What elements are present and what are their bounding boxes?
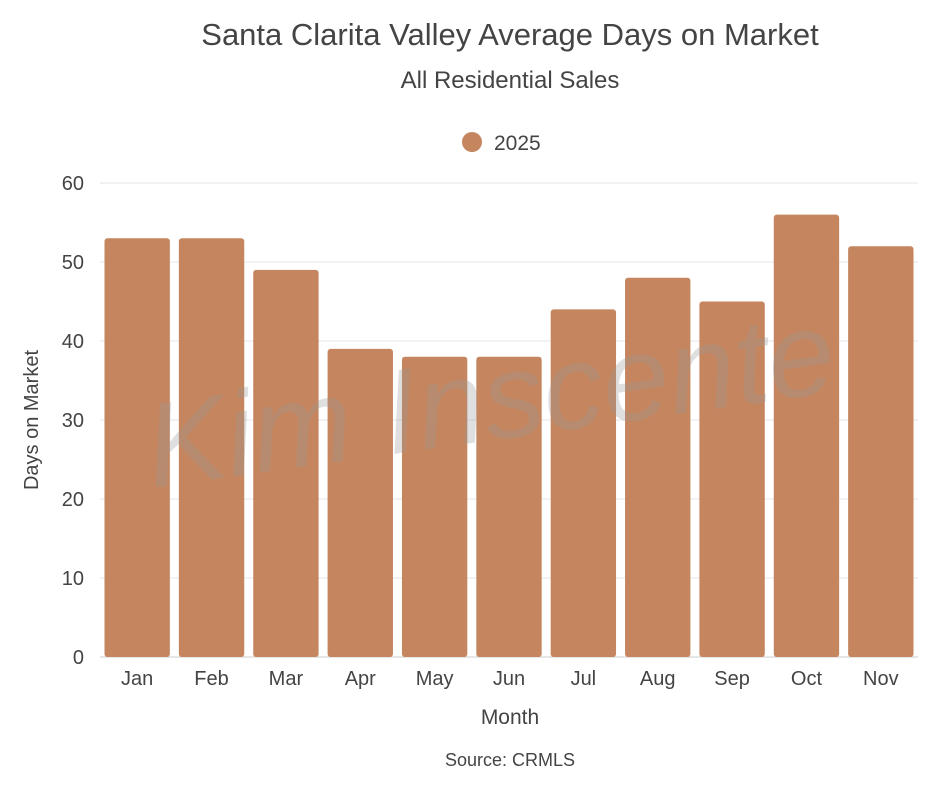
x-tick-label: Jun <box>493 668 525 690</box>
bar-feb[interactable] <box>178 238 245 658</box>
bar-mar[interactable] <box>253 269 319 657</box>
x-tick-label: Sep <box>714 668 750 690</box>
bar-oct[interactable] <box>773 214 840 657</box>
bar-jan[interactable] <box>104 238 170 658</box>
x-tick-label: Nov <box>863 668 899 690</box>
x-tick-label: Jul <box>571 668 597 690</box>
y-tick-label: 10 <box>62 568 84 590</box>
y-tick-label: 60 <box>62 173 84 195</box>
x-tick-label: May <box>416 668 454 690</box>
legend[interactable]: 2025 <box>462 132 541 155</box>
source-note: Source: CRMLS <box>445 750 575 770</box>
y-tick-label: 50 <box>62 252 84 274</box>
bar-may[interactable] <box>401 356 468 657</box>
bar-nov[interactable] <box>848 246 914 657</box>
chart-title: Santa Clarita Valley Average Days on Mar… <box>201 17 819 52</box>
x-tick-label: Jan <box>121 668 153 690</box>
x-tick-label: Apr <box>345 668 376 690</box>
bar-aug[interactable] <box>625 277 691 657</box>
y-tick-label: 40 <box>62 331 84 353</box>
legend-label: 2025 <box>494 132 541 155</box>
y-tick-label: 0 <box>73 647 84 669</box>
x-axis-label: Month <box>481 706 539 729</box>
y-axis-label: Days on Market <box>21 350 43 490</box>
chart-subtitle: All Residential Sales <box>401 67 620 94</box>
bar-apr[interactable] <box>327 348 393 657</box>
y-tick-label: 20 <box>62 489 84 511</box>
x-tick-label: Aug <box>640 668 676 690</box>
bar-jun[interactable] <box>476 356 542 657</box>
x-tick-label: Oct <box>791 668 823 690</box>
x-tick-label: Mar <box>269 668 304 690</box>
x-tick-label: Feb <box>194 668 228 690</box>
legend-marker <box>462 132 482 152</box>
bar-jul[interactable] <box>550 309 617 657</box>
y-tick-label: 30 <box>62 410 84 432</box>
bar-sep[interactable] <box>699 301 765 658</box>
